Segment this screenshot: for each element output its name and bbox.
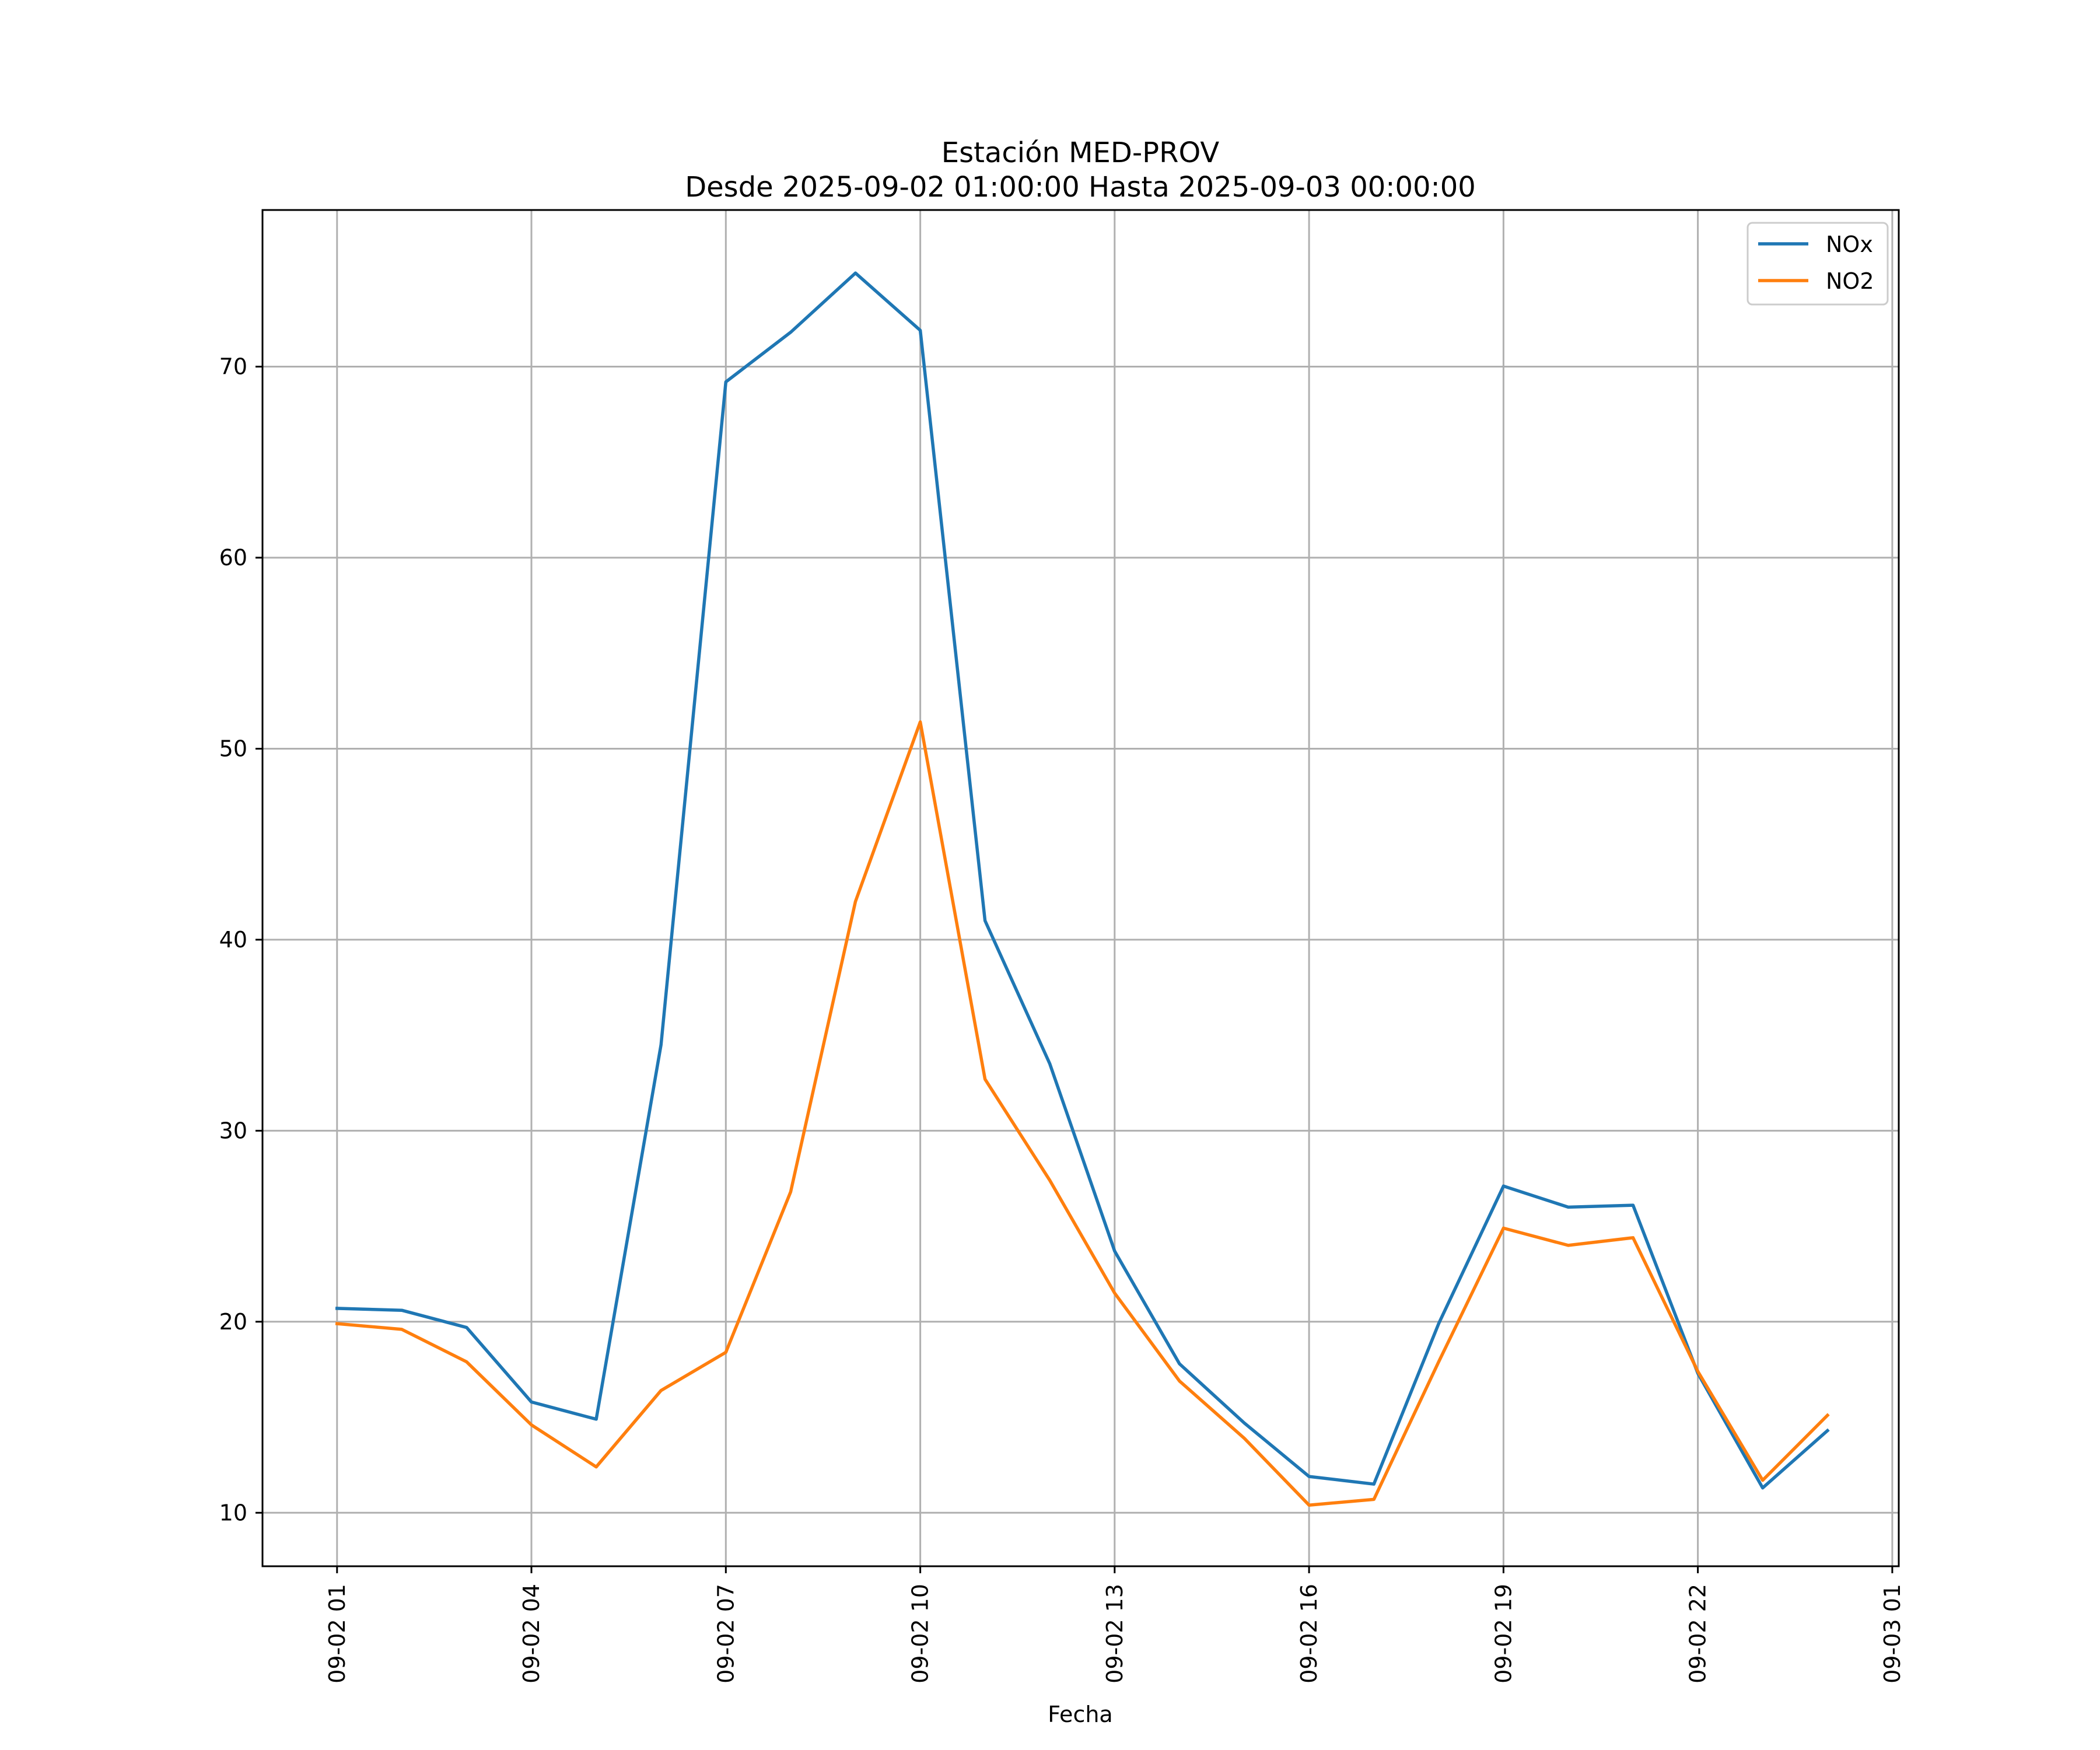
legend: NOx NO2: [1746, 222, 1889, 306]
series-line-no2: [335, 720, 1830, 1507]
y-tick-label: 40: [219, 927, 247, 953]
x-axis-label: Fecha: [1048, 1702, 1112, 1727]
x-tick-label: 09-02 19: [1490, 1584, 1516, 1684]
series-layer: [335, 271, 1830, 1507]
series-line-nox: [335, 271, 1830, 1490]
x-tick-label: 09-02 04: [519, 1584, 544, 1684]
legend-label-nox: NOx: [1826, 232, 1873, 257]
plot-area: [262, 210, 1899, 1566]
y-tick-label: 60: [219, 545, 247, 570]
x-tick-label: 09-03 01: [1880, 1584, 1905, 1684]
chart-title: Estación MED-PROV: [942, 136, 1220, 169]
x-tick-label: 09-02 22: [1685, 1584, 1711, 1684]
legend-label-no2: NO2: [1826, 268, 1874, 294]
y-tick-label: 30: [219, 1118, 247, 1143]
x-tick-label: 09-02 16: [1296, 1584, 1322, 1684]
x-tick-label: 09-02 13: [1102, 1584, 1128, 1684]
x-tick-label: 09-02 10: [908, 1584, 933, 1684]
plot-frame: [261, 209, 1900, 1567]
chart-subtitle: Desde 2025-09-02 01:00:00 Hasta 2025-09-…: [685, 171, 1476, 204]
x-tick-label: 09-02 01: [324, 1584, 350, 1684]
x-tick-label: 09-02 07: [713, 1584, 738, 1684]
y-tick-label: 10: [219, 1500, 247, 1525]
y-tick-label: 50: [219, 736, 247, 762]
y-tick-label: 70: [219, 354, 247, 380]
grid: [262, 210, 1899, 1566]
axis-ticks: 10 20 30 40 50 60 70 09-02 01 09-02 04 09-02 07 09…: [219, 354, 1905, 1684]
y-tick-label: 20: [219, 1309, 247, 1335]
